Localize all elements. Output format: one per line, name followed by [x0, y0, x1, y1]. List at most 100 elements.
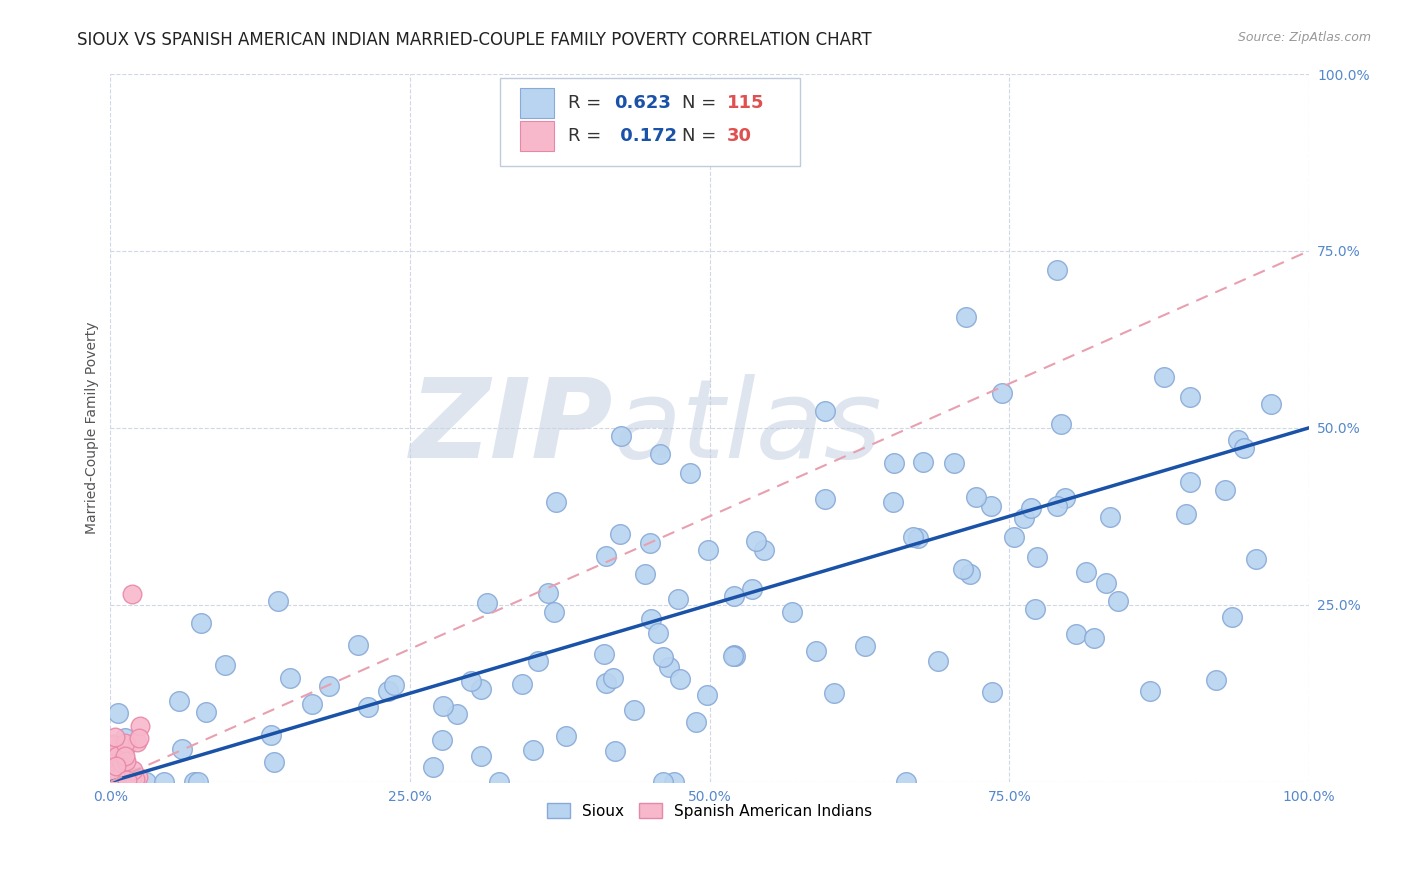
Point [1054, 491, 1077, 505]
Text: 0.172: 0.172 [614, 128, 676, 145]
Point [658, 659, 681, 673]
Point [1050, 417, 1073, 431]
Point [108, 739, 131, 753]
Point [1064, 627, 1087, 641]
Point [853, 639, 876, 653]
Point [1002, 530, 1025, 544]
Point [104, 752, 127, 766]
Point [1045, 262, 1067, 277]
Point [685, 714, 707, 729]
Text: R =: R = [568, 94, 607, 112]
Text: atlas: atlas [614, 375, 883, 482]
Point [1098, 510, 1121, 524]
Point [634, 567, 657, 582]
Point [813, 492, 835, 507]
Point [107, 751, 129, 765]
Point [115, 772, 138, 787]
Point [357, 699, 380, 714]
Text: SIOUX VS SPANISH AMERICAN INDIAN MARRIED-COUPLE FAMILY POVERTY CORRELATION CHART: SIOUX VS SPANISH AMERICAN INDIAN MARRIED… [77, 31, 872, 49]
Point [593, 648, 616, 662]
Point [980, 499, 1002, 513]
Point [318, 679, 340, 693]
Point [652, 774, 675, 789]
Point [263, 756, 285, 770]
Point [135, 774, 157, 789]
Point [1205, 673, 1227, 688]
Point [1153, 369, 1175, 384]
Point [882, 495, 904, 509]
Point [214, 657, 236, 672]
Point [991, 386, 1014, 401]
Point [652, 649, 675, 664]
Point [475, 596, 498, 610]
Text: R =: R = [568, 128, 607, 145]
Point [1213, 483, 1236, 497]
Text: 115: 115 [727, 94, 763, 112]
Point [183, 774, 205, 789]
Point [195, 705, 218, 719]
Point [1139, 684, 1161, 698]
Point [595, 676, 617, 690]
Point [697, 543, 720, 558]
Point [446, 707, 468, 722]
Point [104, 759, 127, 773]
Point [422, 760, 444, 774]
Point [105, 749, 128, 764]
Point [1046, 499, 1069, 513]
Text: Source: ZipAtlas.com: Source: ZipAtlas.com [1237, 31, 1371, 45]
Point [883, 456, 905, 470]
Point [1024, 601, 1046, 615]
Point [101, 772, 124, 787]
Point [115, 738, 138, 752]
Point [602, 671, 624, 685]
Point [527, 654, 550, 668]
Point [782, 605, 804, 619]
Point [107, 706, 129, 720]
Point [669, 672, 692, 686]
Point [942, 456, 965, 470]
Point [187, 774, 209, 789]
Point [662, 774, 685, 789]
Point [1244, 552, 1267, 566]
Point [1180, 475, 1202, 490]
Point [752, 543, 775, 558]
Point [965, 490, 987, 504]
Point [901, 530, 924, 544]
Point [1175, 507, 1198, 521]
FancyBboxPatch shape [520, 88, 554, 118]
Point [470, 681, 492, 696]
Point [510, 677, 533, 691]
Y-axis label: Married-Couple Family Poverty: Married-Couple Family Poverty [86, 322, 100, 534]
Point [153, 774, 176, 789]
Point [382, 678, 405, 692]
Point [121, 587, 143, 601]
Point [959, 566, 981, 581]
Point [911, 455, 934, 469]
Point [640, 612, 662, 626]
Point [544, 495, 567, 509]
Point [1233, 441, 1256, 455]
Point [108, 771, 131, 785]
Point [127, 770, 149, 784]
Point [724, 649, 747, 664]
Point [744, 533, 766, 548]
Point [1094, 575, 1116, 590]
Point [1107, 594, 1129, 608]
Point [981, 685, 1004, 699]
Point [105, 744, 128, 758]
Text: 30: 30 [727, 128, 751, 145]
Point [907, 531, 929, 545]
Point [896, 774, 918, 789]
Point [111, 754, 134, 768]
Point [114, 731, 136, 745]
Point [1012, 510, 1035, 524]
Point [470, 748, 492, 763]
Point [1227, 433, 1250, 447]
Point [537, 586, 560, 600]
Point [488, 774, 510, 789]
Point [952, 561, 974, 575]
Point [1178, 390, 1201, 404]
Point [104, 730, 127, 744]
Point [124, 772, 146, 787]
Point [609, 527, 631, 541]
